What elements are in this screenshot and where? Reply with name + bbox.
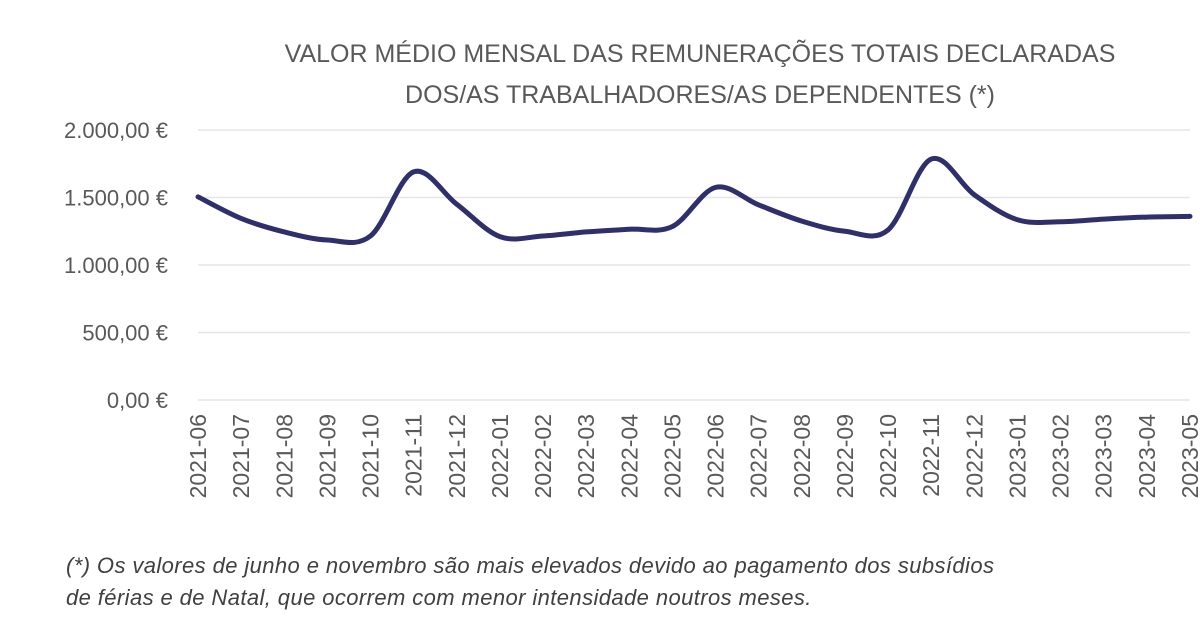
x-tick-label: 2023-01	[1004, 414, 1030, 498]
x-tick-label: 2021-11	[401, 414, 427, 497]
x-tick-label: 2022-03	[573, 414, 599, 498]
x-tick-label: 2021-12	[444, 414, 470, 498]
footnote: (*) Os valores de junho e novembro são m…	[66, 550, 1196, 614]
chart-title-line-1: VALOR MÉDIO MENSAL DAS REMUNERAÇÕES TOTA…	[285, 39, 1116, 68]
x-tick-label: 2022-10	[875, 414, 901, 498]
y-tick-label: 1.500,00 €	[64, 186, 168, 211]
x-tick-label: 2023-02	[1048, 414, 1074, 498]
x-tick-label: 2021-07	[228, 414, 254, 498]
x-tick-label: 2022-09	[832, 414, 858, 498]
y-tick-label: 1.000,00 €	[64, 253, 168, 278]
x-tick-label: 2021-09	[314, 414, 340, 498]
y-tick-label: 500,00 €	[82, 321, 168, 346]
x-tick-label: 2022-01	[487, 414, 513, 498]
line-chart: VALOR MÉDIO MENSAL DAS REMUNERAÇÕES TOTA…	[64, 39, 1200, 499]
x-tick-label: 2022-12	[961, 414, 987, 498]
x-tick-label: 2022-07	[746, 414, 772, 498]
x-tick-label: 2023-05	[1177, 414, 1200, 498]
x-tick-label: 2022-08	[789, 414, 815, 498]
footnote-line-1: (*) Os valores de junho e novembro são m…	[66, 553, 995, 578]
x-tick-label: 2022-04	[616, 414, 642, 499]
series-line	[195, 155, 1193, 246]
gridlines	[198, 129, 1190, 401]
y-axis-ticks: 2.000,00 € 1.500,00 € 1.000,00 € 500,00 € 0,…	[64, 118, 168, 413]
x-tick-label: 2023-04	[1134, 414, 1160, 499]
chart-title-line-2: DOS/AS TRABALHADORES/AS DEPENDENTES (*)	[405, 81, 995, 109]
x-tick-label: 2021-06	[185, 414, 211, 498]
x-tick-label: 2021-10	[358, 414, 384, 498]
y-tick-label: 0,00 €	[107, 388, 168, 413]
x-tick-label: 2022-06	[703, 414, 729, 498]
x-tick-label: 2022-11	[918, 414, 944, 497]
x-tick-label: 2022-02	[530, 414, 556, 498]
x-tick-label: 2023-03	[1091, 414, 1117, 498]
x-tick-label: 2021-08	[271, 414, 297, 498]
x-tick-label: 2022-05	[659, 414, 685, 498]
footnote-line-2: de férias e de Natal, que ocorrem com me…	[66, 585, 812, 610]
y-tick-label: 2.000,00 €	[64, 118, 168, 143]
x-axis-ticks: 2021-06 2021-07 2021-08 2021-09 2021-10 2021-…	[185, 414, 1200, 499]
data-series	[195, 155, 1193, 246]
